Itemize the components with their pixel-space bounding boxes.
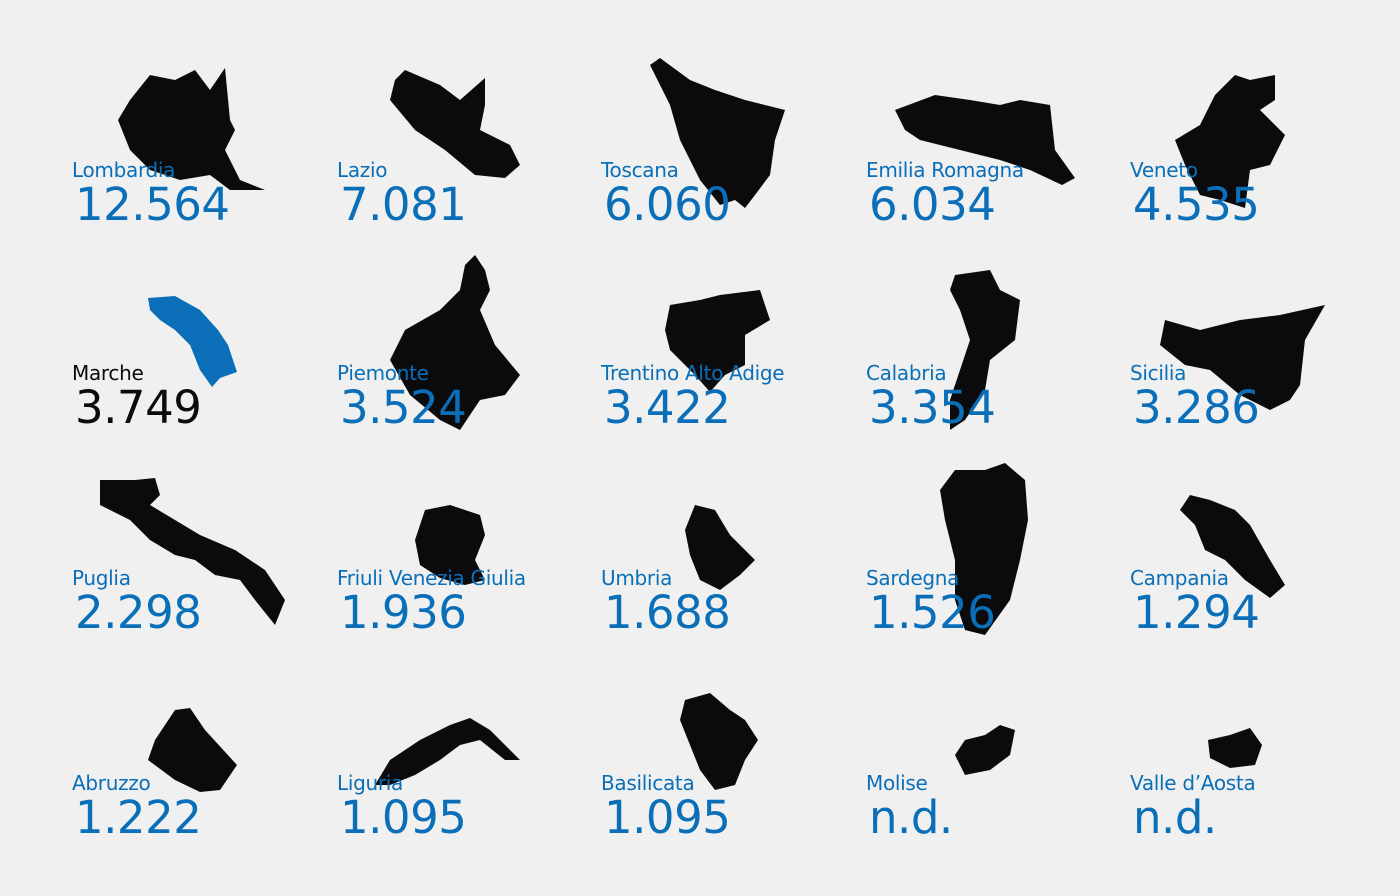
- region-name: Marche: [72, 361, 144, 385]
- emilia-romagna-shape: [895, 95, 1075, 185]
- region-value: n.d.: [869, 791, 953, 844]
- valle-daosta-shape: [1208, 728, 1262, 768]
- region-name: Toscana: [601, 158, 679, 182]
- region-name: Basilicata: [601, 771, 695, 795]
- friuli-shape: [415, 505, 485, 585]
- region-name: Valle d’Aosta: [1130, 771, 1256, 795]
- region-name: Piemonte: [337, 361, 429, 385]
- region-value: 1.095: [340, 791, 467, 844]
- calabria-shape: [950, 270, 1020, 430]
- region-value: 1.688: [604, 586, 731, 639]
- region-value: 2.298: [75, 586, 202, 639]
- molise-shape: [955, 725, 1015, 775]
- region-value: 6.034: [869, 178, 996, 231]
- region-value: 3.286: [1133, 381, 1260, 434]
- region-value: n.d.: [1133, 791, 1217, 844]
- region-value: 1.095: [604, 791, 731, 844]
- region-value: 3.422: [604, 381, 731, 434]
- region-name: Lombardia: [72, 158, 176, 182]
- region-name: Liguria: [337, 771, 404, 795]
- campania-shape: [1180, 495, 1285, 598]
- abruzzo-shape: [148, 708, 237, 792]
- sardegna-shape: [940, 463, 1028, 635]
- region-name: Umbria: [601, 566, 673, 590]
- toscana-shape: [650, 58, 785, 208]
- region-name: Abruzzo: [72, 771, 151, 795]
- region-value: 1.936: [340, 586, 467, 639]
- region-value: 7.081: [340, 178, 467, 231]
- region-name: Campania: [1130, 566, 1229, 590]
- region-name: Puglia: [72, 566, 131, 590]
- marche-shape: [148, 296, 237, 387]
- liguria-shape: [375, 718, 520, 785]
- region-name: Calabria: [866, 361, 947, 385]
- piemonte-shape: [390, 255, 520, 430]
- region-value: 1.526: [869, 586, 996, 639]
- lombardia-shape: [118, 68, 265, 190]
- region-value: 3.354: [869, 381, 996, 434]
- region-name: Lazio: [337, 158, 388, 182]
- region-value: 12.564: [75, 178, 230, 231]
- region-name: Trentino Alto Adige: [601, 361, 785, 385]
- trentino-shape: [665, 290, 770, 392]
- lazio-shape: [390, 70, 520, 178]
- region-value: 1.294: [1133, 586, 1260, 639]
- basilicata-shape: [680, 693, 758, 790]
- region-name: Sicilia: [1130, 361, 1187, 385]
- region-name: Sardegna: [866, 566, 960, 590]
- region-name: Veneto: [1130, 158, 1198, 182]
- puglia-shape: [100, 478, 285, 625]
- umbria-shape: [685, 505, 755, 590]
- region-value: 3.749: [75, 381, 202, 434]
- region-value: 3.524: [340, 381, 467, 434]
- region-name: Friuli Venezia Giulia: [337, 566, 526, 590]
- region-name: Emilia Romagna: [866, 158, 1024, 182]
- region-value: 1.222: [75, 791, 202, 844]
- sicilia-shape: [1160, 305, 1325, 410]
- region-value: 6.060: [604, 178, 731, 231]
- region-value: 4.535: [1133, 178, 1260, 231]
- veneto-shape: [1175, 75, 1285, 208]
- region-name: Molise: [866, 771, 928, 795]
